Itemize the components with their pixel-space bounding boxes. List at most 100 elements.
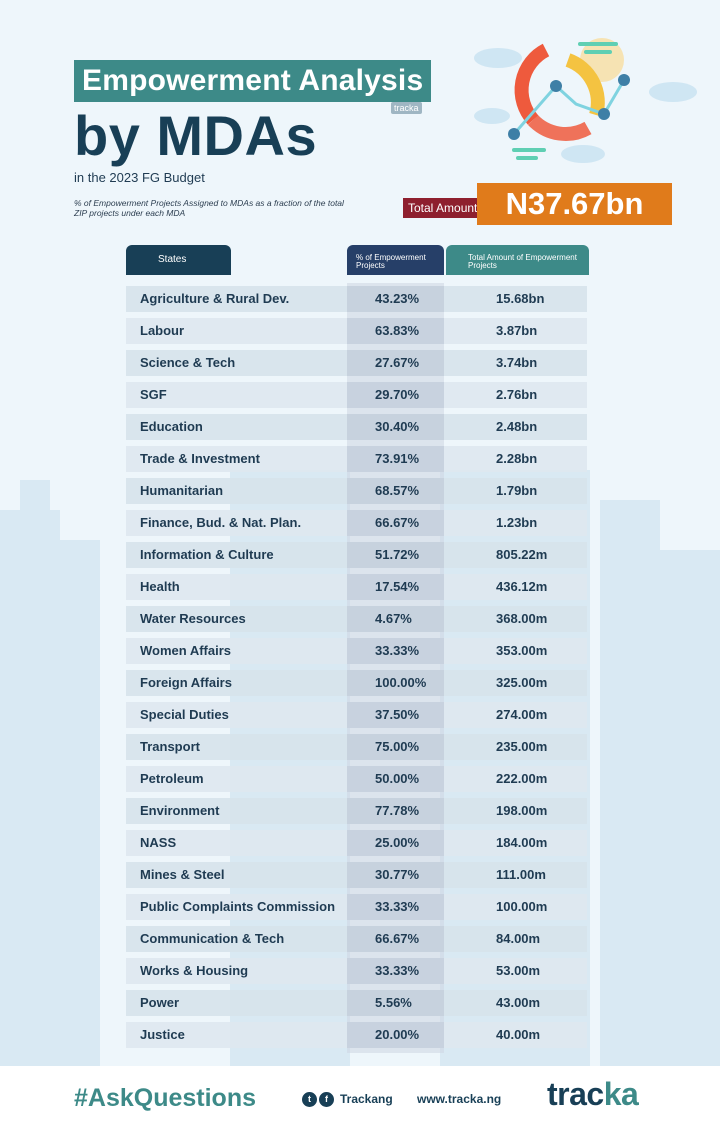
row-amount: 53.00m xyxy=(496,963,541,978)
row-amount: 3.87bn xyxy=(496,323,538,338)
row-name: Women Affairs xyxy=(140,643,232,658)
row-amount: 84.00m xyxy=(496,931,541,946)
row-percent: 20.00% xyxy=(347,1022,444,1048)
row-name: Power xyxy=(140,995,180,1010)
twitter-icon[interactable]: t xyxy=(302,1091,317,1107)
row-amount: 805.22m xyxy=(496,547,548,562)
table-row: Transport 75.00% 235.00m xyxy=(126,734,587,760)
analytics-illustration xyxy=(474,38,697,163)
table-row: Environment 77.78% 198.00m xyxy=(126,798,587,824)
row-percent: 75.00% xyxy=(347,734,444,760)
row-name: Health xyxy=(140,579,180,594)
row-percent: 33.33% xyxy=(347,958,444,984)
row-amount: 198.00m xyxy=(496,803,548,818)
row-name: Mines & Steel xyxy=(140,867,225,882)
table-row: NASS 25.00% 184.00m xyxy=(126,830,587,856)
header: Empowerment Analysis tracka by MDAs in t… xyxy=(74,60,434,185)
facebook-icon[interactable]: f xyxy=(319,1091,334,1107)
column-header-percent: % of Empowerment Projects xyxy=(347,245,444,275)
row-amount: 100.00m xyxy=(496,899,548,914)
logo-part1: trac xyxy=(547,1076,604,1112)
row-amount: 2.28bn xyxy=(496,451,538,466)
table-row: Power 5.56% 43.00m xyxy=(126,990,587,1016)
row-amount: 1.79bn xyxy=(496,483,538,498)
row-percent: 4.67% xyxy=(347,606,444,632)
table-row: Water Resources 4.67% 368.00m xyxy=(126,606,587,632)
row-percent: 100.00% xyxy=(347,670,444,696)
row-amount: 436.12m xyxy=(496,579,548,594)
table-row: Works & Housing 33.33% 53.00m xyxy=(126,958,587,984)
table-row: Agriculture & Rural Dev. 43.23% 15.68bn xyxy=(126,286,587,312)
table-row: Humanitarian 68.57% 1.79bn xyxy=(126,478,587,504)
row-name: Science & Tech xyxy=(140,355,236,370)
row-name: Petroleum xyxy=(140,771,204,786)
mini-brand-tag: tracka xyxy=(391,102,422,114)
row-amount: 325.00m xyxy=(496,675,548,690)
table-row: Science & Tech 27.67% 3.74bn xyxy=(126,350,587,376)
row-name: Water Resources xyxy=(140,611,246,626)
row-percent: 30.40% xyxy=(347,414,444,440)
column-header-states: States xyxy=(126,245,231,275)
row-percent: 43.23% xyxy=(347,286,444,312)
row-name: SGF xyxy=(140,387,167,402)
row-amount: 235.00m xyxy=(496,739,548,754)
row-name: Public Complaints Commission xyxy=(140,899,336,914)
row-name: Environment xyxy=(140,803,220,818)
row-name: Communication & Tech xyxy=(140,931,285,946)
table-row: Finance, Bud. & Nat. Plan. 66.67% 1.23bn xyxy=(126,510,587,536)
row-name: Transport xyxy=(140,739,200,754)
footer: #AskQuestions t f Trackang www.tracka.ng… xyxy=(0,1066,720,1139)
row-name: Education xyxy=(140,419,203,434)
row-percent: 27.67% xyxy=(347,350,444,376)
row-amount: 111.00m xyxy=(496,867,546,882)
table-row: Health 17.54% 436.12m xyxy=(126,574,587,600)
row-name: Foreign Affairs xyxy=(140,675,232,690)
table-row: Information & Culture 51.72% 805.22m xyxy=(126,542,587,568)
row-name: Works & Housing xyxy=(140,963,249,978)
row-percent: 37.50% xyxy=(347,702,444,728)
row-name: Finance, Bud. & Nat. Plan. xyxy=(140,515,302,530)
row-amount: 2.76bn xyxy=(496,387,538,402)
row-amount: 222.00m xyxy=(496,771,548,786)
row-amount: 184.00m xyxy=(496,835,548,850)
table-row: Foreign Affairs 100.00% 325.00m xyxy=(126,670,587,696)
row-amount: 3.74bn xyxy=(496,355,538,370)
row-name: Humanitarian xyxy=(140,483,224,498)
table-row: Public Complaints Commission 33.33% 100.00… xyxy=(126,894,587,920)
row-amount: 2.48bn xyxy=(496,419,538,434)
social-links: t f Trackang xyxy=(302,1091,393,1107)
column-header-amount: Total Amount of Empowerment Projects xyxy=(446,245,589,275)
total-amount-label: Total Amount xyxy=(403,198,483,218)
row-percent: 51.72% xyxy=(347,542,444,568)
chart-note: % of Empowerment Projects Assigned to MD… xyxy=(74,198,344,218)
row-amount: 43.00m xyxy=(496,995,541,1010)
page-title-line1: Empowerment Analysis xyxy=(74,60,432,102)
row-percent: 77.78% xyxy=(347,798,444,824)
table-row: Education 30.40% 2.48bn xyxy=(126,414,587,440)
data-table: Agriculture & Rural Dev. 43.23% 15.68bn Lab… xyxy=(126,286,587,1054)
row-amount: 274.00m xyxy=(496,707,548,722)
table-row: Women Affairs 33.33% 353.00m xyxy=(126,638,587,664)
row-name: Labour xyxy=(140,323,185,338)
row-percent: 66.67% xyxy=(347,926,444,952)
row-amount: 1.23bn xyxy=(496,515,538,530)
row-name: Agriculture & Rural Dev. xyxy=(140,291,290,306)
row-amount: 15.68bn xyxy=(496,291,545,306)
table-row: Petroleum 50.00% 222.00m xyxy=(126,766,587,792)
row-percent: 25.00% xyxy=(347,830,444,856)
row-name: Information & Culture xyxy=(140,547,274,562)
row-amount: 368.00m xyxy=(496,611,548,626)
row-percent: 5.56% xyxy=(347,990,444,1016)
social-handle[interactable]: Trackang xyxy=(340,1092,393,1106)
row-percent: 66.67% xyxy=(347,510,444,536)
row-percent: 63.83% xyxy=(347,318,444,344)
hashtag: #AskQuestions xyxy=(74,1084,257,1112)
row-name: NASS xyxy=(140,835,177,850)
table-row: Justice 20.00% 40.00m xyxy=(126,1022,587,1048)
row-amount: 353.00m xyxy=(496,643,548,658)
table-row: Trade & Investment 73.91% 2.28bn xyxy=(126,446,587,472)
page-subtitle: in the 2023 FG Budget xyxy=(74,170,205,185)
row-name: Trade & Investment xyxy=(140,451,260,466)
row-percent: 17.54% xyxy=(347,574,444,600)
website-link[interactable]: www.tracka.ng xyxy=(417,1092,502,1106)
